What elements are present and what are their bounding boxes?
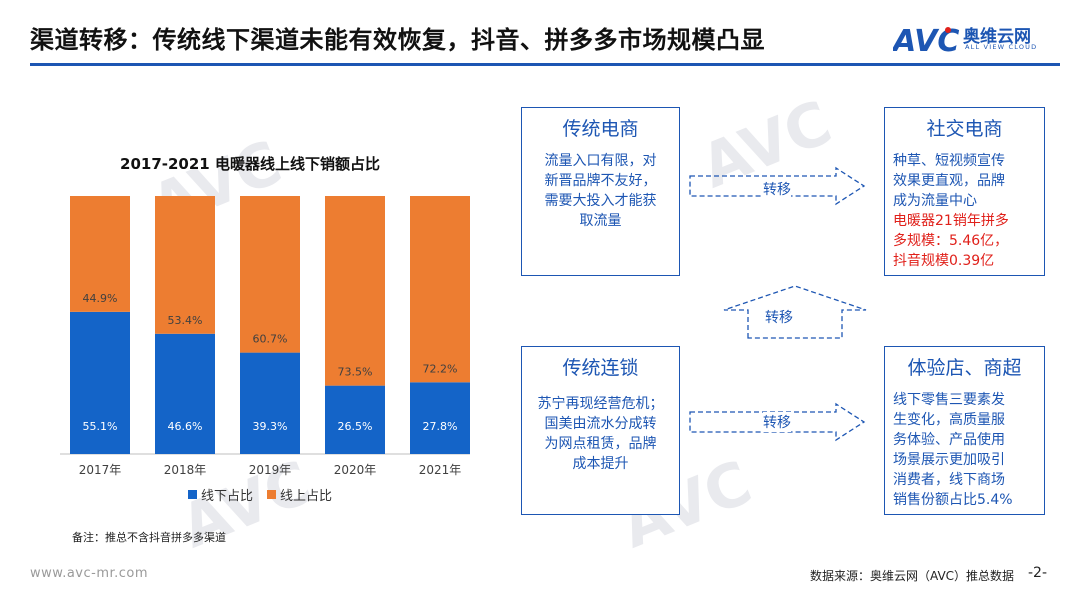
bar-offline [155, 333, 215, 454]
legend-label-offline: 线下占比 [201, 489, 254, 504]
data-label-online: 72.2% [423, 362, 458, 375]
bar-online [325, 196, 385, 386]
legend-swatch-online [267, 490, 277, 499]
right-arrow-icon [689, 166, 866, 206]
box-social-ecommerce: 社交电商 种草、短视频宣传 效果更直观，品牌 成为流量中心 电暖器21销年拼多 … [884, 107, 1045, 276]
box-line-highlight: 多规模：5.46亿， [893, 233, 1009, 249]
box-line-highlight: 抖音规模0.39亿 [893, 253, 995, 269]
right-arrow-icon [689, 402, 866, 442]
bar-offline [410, 382, 470, 454]
box-line: 取流量 [579, 213, 622, 229]
footer-source: 数据来源：奥维云网（AVC）推总数据 [810, 569, 1015, 583]
box-line: 新晋品牌不友好， [544, 173, 657, 189]
bar-offline [240, 352, 300, 454]
box-line: 效果更直观，品牌 [893, 173, 1005, 189]
box-traditional-chain: 传统连锁 苏宁再现经营危机； 国美由流水分成转 为网点租赁，品牌 成本提升 [521, 346, 680, 515]
avc-logo: AVC 奥维云网 ALL VIEW CLOUD [891, 22, 1053, 59]
box-line: 流量入口有限，对 [544, 153, 657, 169]
data-label-online: 44.9% [83, 292, 118, 305]
box-body: 流量入口有限，对 新晋品牌不友好， 需要大投入才能获 取流量 [522, 151, 679, 231]
chart-note: 备注：推总不含抖音拼多多渠道 [72, 531, 226, 544]
footer-website: www.avc-mr.com [30, 566, 149, 581]
box-line: 消费者，线下商场 [893, 472, 1005, 488]
avc-logo-icon: AVC [891, 24, 959, 59]
legend-offline: 线下占比 [188, 485, 253, 504]
legend-swatch-offline [188, 490, 197, 499]
box-line: 线下零售三要素发 [893, 392, 1005, 408]
up-arrow-icon [723, 285, 867, 339]
box-line: 苏宁再现经营危机； [537, 396, 664, 412]
data-label-offline: 46.6% [168, 420, 203, 433]
data-label-offline: 26.5% [338, 420, 373, 433]
arrow-label-middle: 转移 [765, 307, 793, 327]
chart-legend: 线下占比 线上占比 [188, 485, 332, 504]
box-line: 生变化，高质量服 [893, 412, 1005, 428]
box-line: 需要大投入才能获 [544, 193, 657, 209]
x-tick-label: 2017年 [79, 463, 122, 477]
arrow-label-top: 转移 [763, 179, 791, 199]
box-line: 成本提升 [572, 456, 629, 472]
page-title: 渠道转移：传统线下渠道未能有效恢复，抖音、拼多多市场规模凸显 [30, 26, 765, 54]
box-title: 传统电商 [562, 118, 639, 140]
box-title: 体验店、商超 [907, 357, 1022, 379]
box-line: 务体验、产品使用 [893, 432, 1005, 448]
box-line: 成为流量中心 [893, 193, 977, 209]
bar-online [410, 196, 470, 383]
arrow-label-bottom: 转移 [763, 412, 791, 432]
legend-label-online: 线上占比 [280, 489, 333, 504]
bar-offline [325, 385, 385, 454]
data-label-offline: 55.1% [83, 420, 118, 433]
x-tick-label: 2018年 [164, 463, 207, 477]
logo-cn: 奥维云网 [963, 27, 1031, 47]
box-body: 苏宁再现经营危机； 国美由流水分成转 为网点租赁，品牌 成本提升 [522, 394, 679, 474]
box-line: 场景展示更加吸引 [893, 452, 1005, 468]
data-label-offline: 27.8% [423, 420, 458, 433]
box-title: 社交电商 [926, 118, 1003, 140]
stacked-bar-chart: 55.1% 44.9% 2017年 46.6% 53.4% 2018年 39.3% 60.7%… [60, 196, 470, 477]
bar-offline [70, 311, 130, 454]
x-tick-label: 2021年 [419, 463, 462, 477]
data-label-online: 53.4% [168, 314, 203, 327]
title-rule [30, 63, 1060, 66]
box-line-highlight: 电暖器21销年拼多 [893, 213, 1009, 229]
x-tick-label: 2019年 [249, 463, 292, 477]
box-line: 为网点租赁，品牌 [544, 436, 657, 452]
box-title: 传统连锁 [562, 357, 639, 379]
bar-online [240, 196, 300, 353]
box-body: 线下零售三要素发 生变化，高质量服 务体验、产品使用 场景展示更加吸引 消费者，… [885, 390, 1044, 510]
bar-online [155, 196, 215, 334]
box-traditional-ecommerce: 传统电商 流量入口有限，对 新晋品牌不友好， 需要大投入才能获 取流量 [521, 107, 680, 276]
data-label-offline: 39.3% [253, 420, 288, 433]
box-line: 销售份额占比5.4% [893, 492, 1013, 508]
data-label-online: 73.5% [338, 366, 373, 379]
box-line: 国美由流水分成转 [544, 416, 657, 432]
page-number: -2- [1028, 565, 1048, 581]
x-tick-label: 2020年 [334, 463, 377, 477]
box-body: 种草、短视频宣传 效果更直观，品牌 成为流量中心 电暖器21销年拼多 多规模：5… [885, 151, 1044, 271]
data-label-online: 60.7% [253, 333, 288, 346]
legend-online: 线上占比 [267, 485, 332, 504]
box-experience-store: 体验店、商超 线下零售三要素发 生变化，高质量服 务体验、产品使用 场景展示更加… [884, 346, 1045, 515]
logo-en: ALL VIEW CLOUD [965, 43, 1038, 51]
box-line: 种草、短视频宣传 [893, 153, 1005, 169]
bar-online [70, 196, 130, 312]
chart-title: 2017-2021 电暖器线上线下销额占比 [120, 155, 380, 173]
